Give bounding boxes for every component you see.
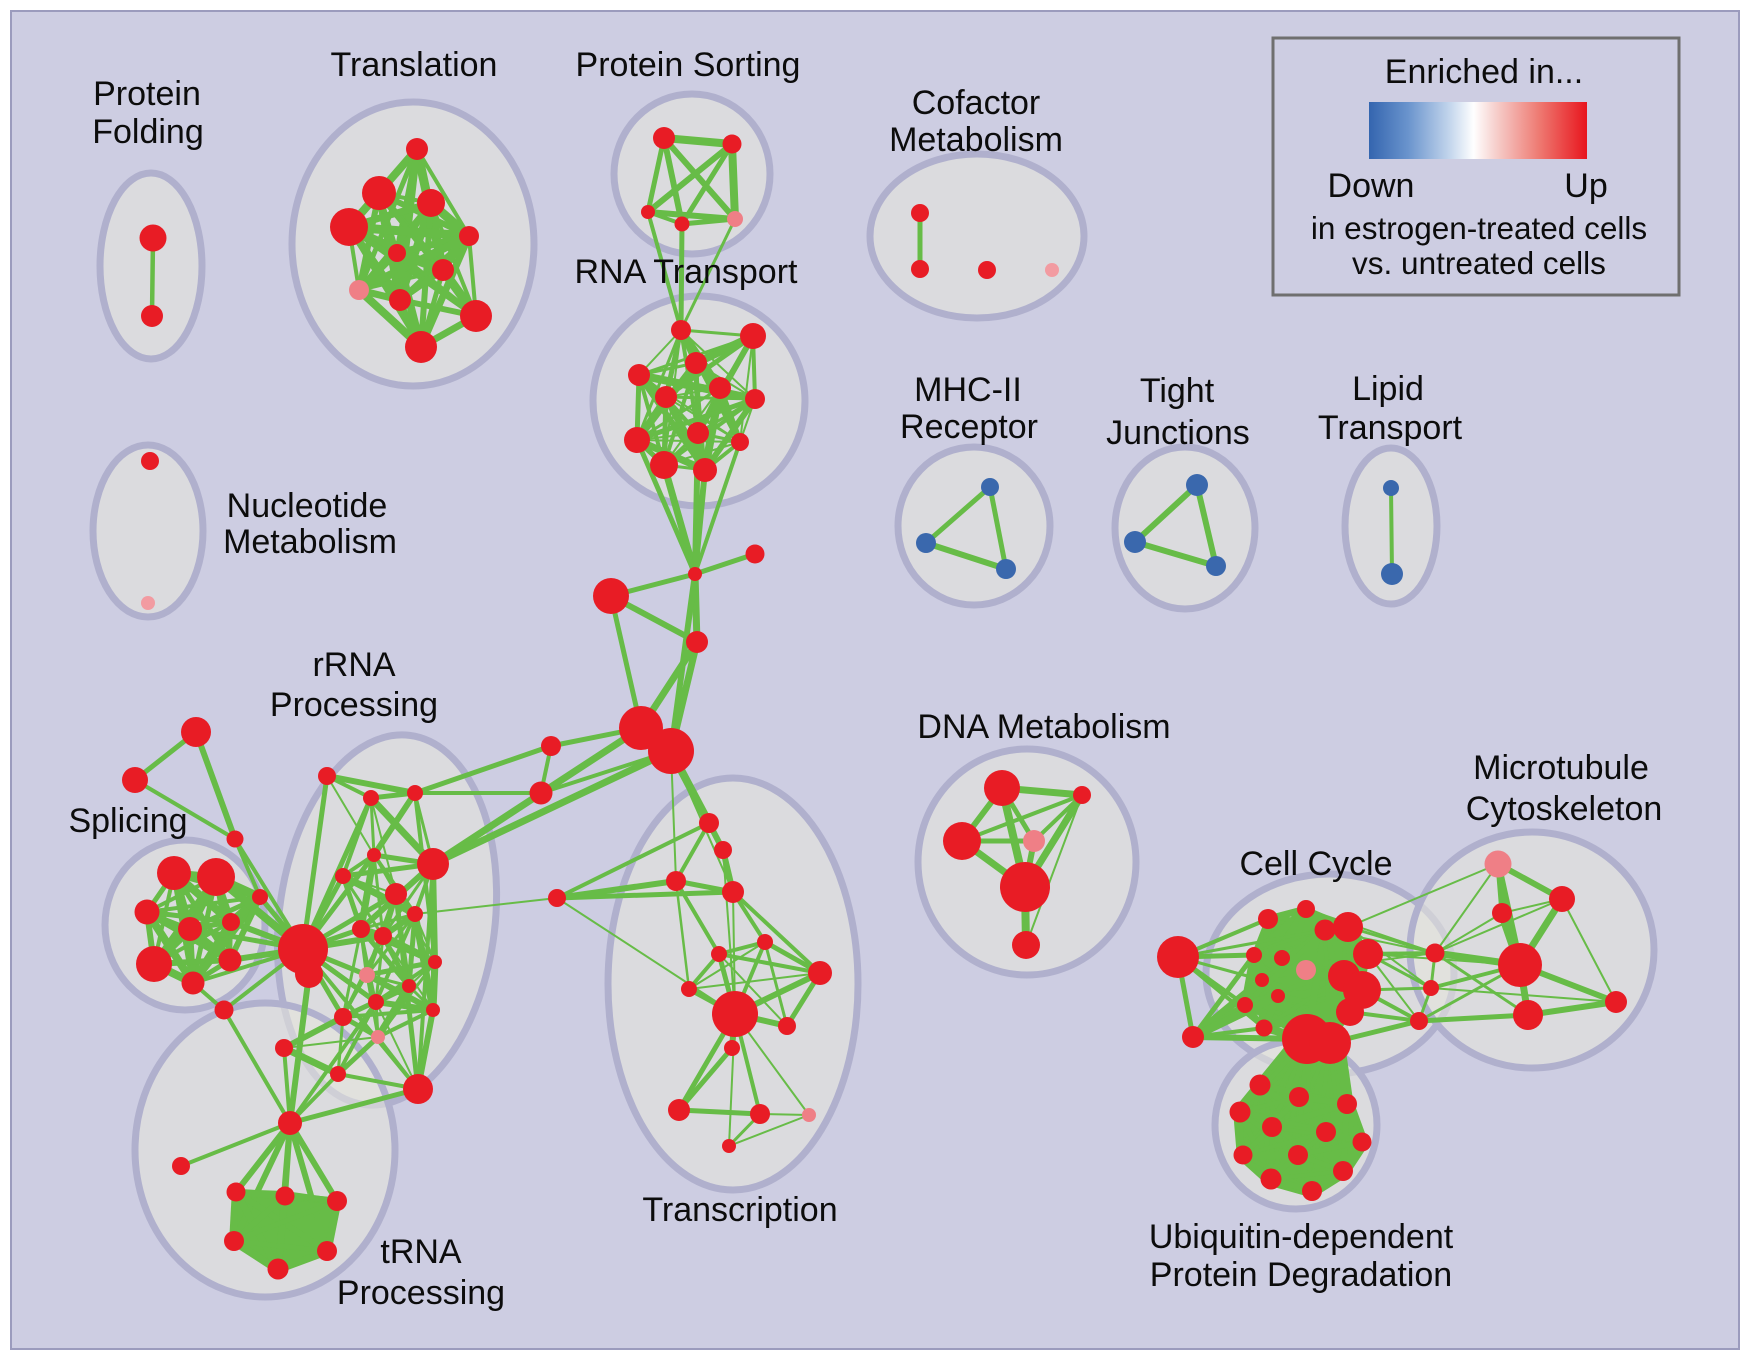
svg-text:Metabolism: Metabolism: [223, 523, 397, 561]
svg-text:DNA Metabolism: DNA Metabolism: [917, 708, 1170, 746]
svg-text:Cofactor: Cofactor: [912, 84, 1041, 122]
svg-text:Ubiquitin-dependent: Ubiquitin-dependent: [1149, 1218, 1454, 1256]
svg-text:Protein Sorting: Protein Sorting: [576, 46, 801, 84]
svg-text:tRNA: tRNA: [380, 1233, 462, 1271]
svg-text:in estrogen-treated cells: in estrogen-treated cells: [1311, 210, 1647, 246]
svg-text:Down: Down: [1328, 167, 1415, 205]
svg-text:Nucleotide: Nucleotide: [227, 487, 388, 525]
svg-text:Splicing: Splicing: [68, 802, 187, 840]
svg-text:RNA Transport: RNA Transport: [575, 253, 799, 291]
svg-text:Tight: Tight: [1140, 372, 1215, 410]
svg-text:Enriched in...: Enriched in...: [1385, 53, 1583, 91]
svg-text:Protein Degradation: Protein Degradation: [1150, 1256, 1452, 1294]
svg-text:Processing: Processing: [337, 1274, 505, 1312]
svg-text:MHC-II: MHC-II: [914, 371, 1022, 409]
svg-text:rRNA: rRNA: [312, 646, 395, 684]
svg-text:Transport: Transport: [1318, 409, 1463, 447]
svg-text:Up: Up: [1564, 167, 1607, 205]
svg-text:Cytoskeleton: Cytoskeleton: [1466, 790, 1663, 828]
svg-text:Junctions: Junctions: [1106, 414, 1250, 452]
svg-text:Cell Cycle: Cell Cycle: [1239, 845, 1392, 883]
svg-text:vs. untreated cells: vs. untreated cells: [1352, 245, 1606, 281]
svg-text:Translation: Translation: [331, 46, 498, 84]
svg-text:Processing: Processing: [270, 686, 438, 724]
svg-text:Microtubule: Microtubule: [1473, 749, 1649, 787]
svg-text:Metabolism: Metabolism: [889, 121, 1063, 159]
svg-text:Protein: Protein: [93, 75, 201, 113]
svg-text:Folding: Folding: [92, 113, 204, 151]
svg-text:Receptor: Receptor: [900, 408, 1038, 446]
svg-text:Transcription: Transcription: [642, 1191, 837, 1229]
svg-text:Lipid: Lipid: [1352, 370, 1424, 408]
